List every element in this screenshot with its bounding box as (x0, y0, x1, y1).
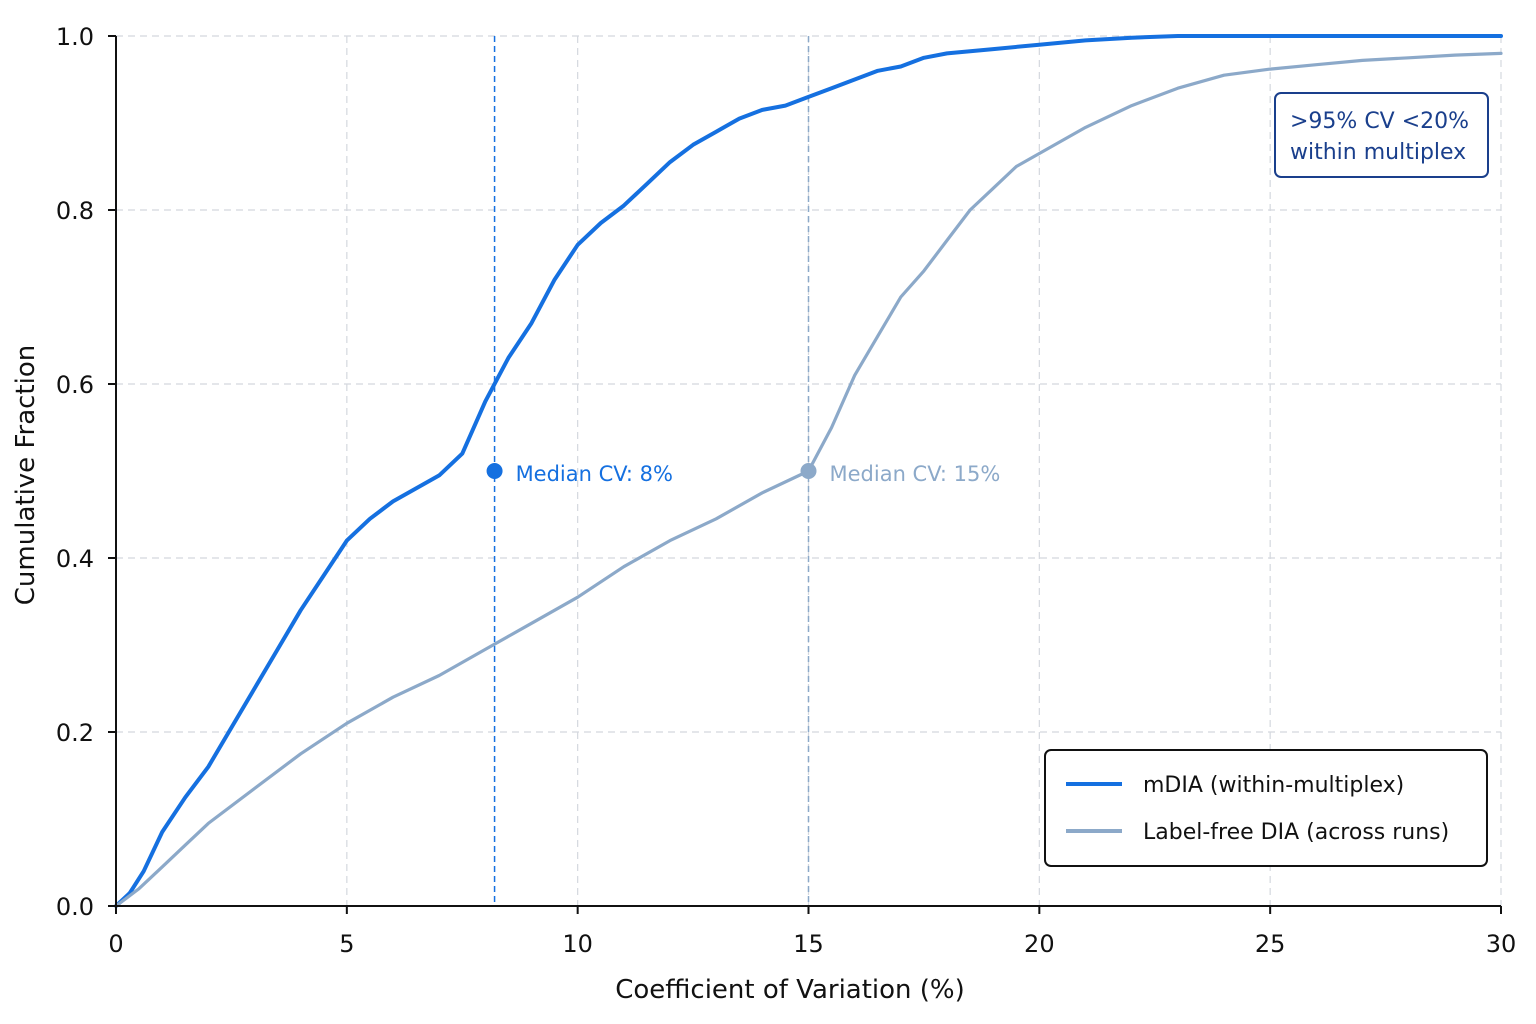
x-tick-label: 15 (793, 930, 824, 958)
x-tick-label: 25 (1255, 930, 1286, 958)
y-tick-label: 0.8 (56, 197, 94, 225)
y-tick-label: 1.0 (56, 23, 94, 51)
x-tick-label: 10 (562, 930, 593, 958)
median-point (486, 463, 503, 479)
x-tick-label: 5 (339, 930, 354, 958)
x-tick-label: 30 (1486, 930, 1517, 958)
y-tick-label: 0.2 (56, 719, 94, 747)
median-annotations: Median CV: 8% Median CV: 15% (486, 462, 1001, 486)
median-label: Median CV: 15% (830, 462, 1001, 486)
x-tick-label: 20 (1024, 930, 1055, 958)
y-tick-label: 0.0 (56, 893, 94, 921)
median-label: Median CV: 8% (516, 462, 673, 486)
y-tick-label: 0.6 (56, 371, 94, 399)
series-line-mdia (114, 34, 1503, 908)
series-lines (114, 34, 1503, 908)
legend-box (1044, 749, 1488, 867)
callout-line-1: >95% CV <20% (1290, 109, 1469, 134)
x-axis-title: Coefficient of Variation (%) (615, 975, 965, 1005)
tick-labels: 0 5 10 15 20 25 30 0.0 0.2 0.4 0.6 0.8 1.0 (56, 23, 1516, 958)
callout-line-2: within multiplex (1290, 140, 1466, 165)
legend-label-label-free: Label-free DIA (across runs) (1143, 820, 1449, 845)
y-tick-label: 0.4 (56, 545, 94, 573)
legend-label-mdia: mDIA (within-multiplex) (1143, 773, 1404, 798)
legend: mDIA (within-multiplex) Label-free DIA (… (1044, 749, 1488, 867)
x-tick-label: 0 (108, 930, 123, 958)
callout-border (1274, 92, 1489, 178)
callout-box: >95% CV <20% within multiplex (1274, 92, 1489, 178)
median-point (800, 463, 817, 479)
series-line-label-free (114, 51, 1503, 908)
y-axis-title: Cumulative Fraction (11, 345, 41, 605)
